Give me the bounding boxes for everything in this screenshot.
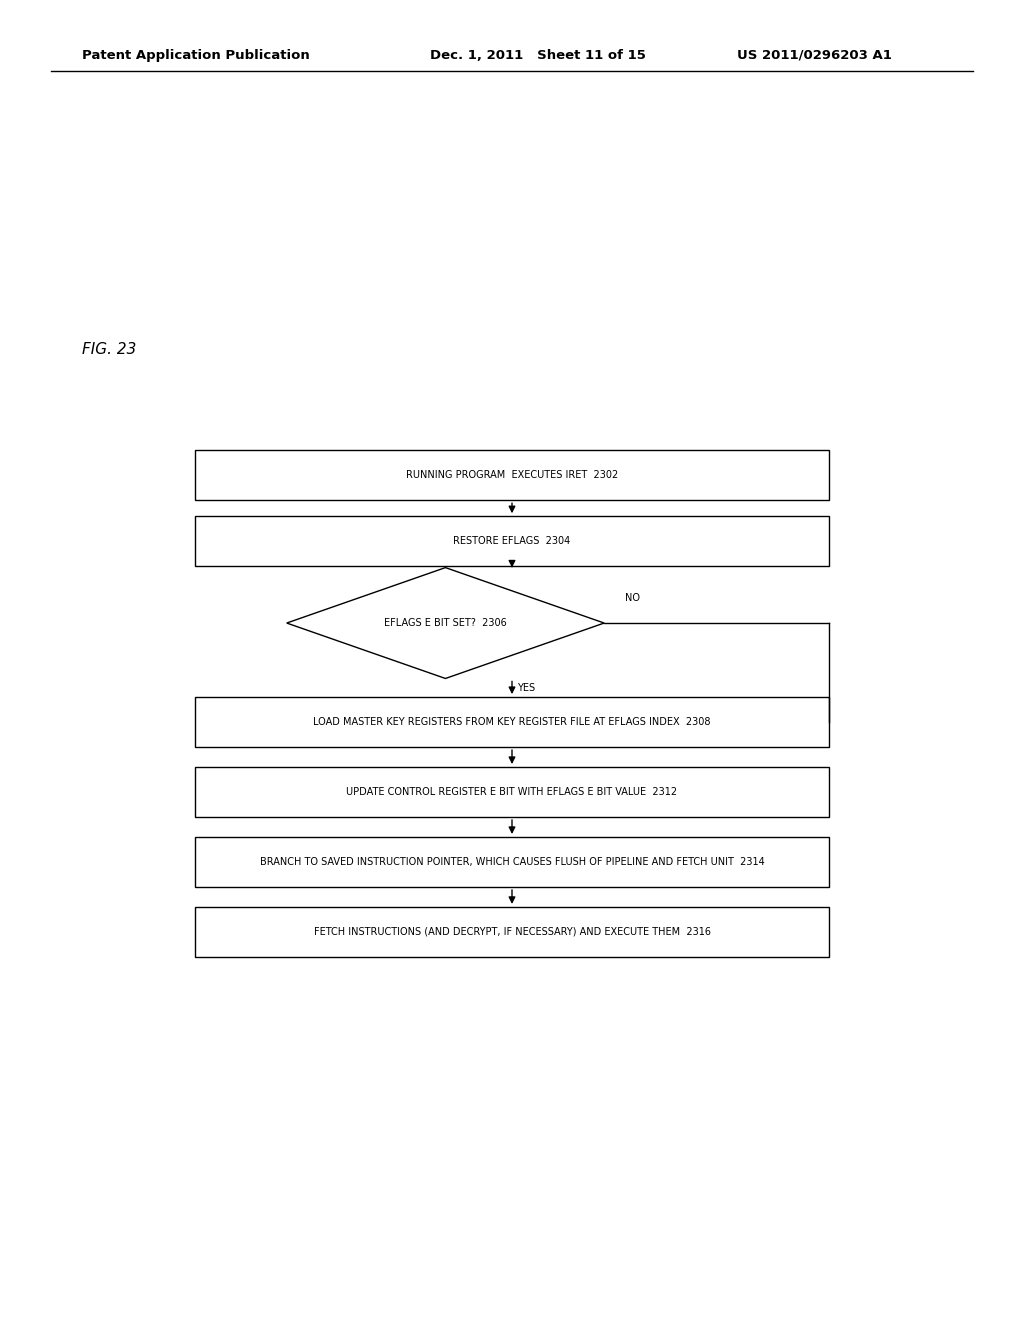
Bar (195, 907, 829, 957)
Text: YES: YES (517, 682, 536, 693)
Text: UPDATE CONTROL REGISTER E BIT WITH EFLAGS E BIT VALUE  2312: UPDATE CONTROL REGISTER E BIT WITH EFLAG… (346, 787, 678, 797)
Bar (195, 516, 829, 566)
Text: RUNNING PROGRAM  EXECUTES IRET  2302: RUNNING PROGRAM EXECUTES IRET 2302 (406, 470, 618, 480)
Text: NO: NO (625, 593, 640, 603)
Bar (195, 450, 829, 500)
Text: US 2011/0296203 A1: US 2011/0296203 A1 (737, 49, 892, 62)
Text: BRANCH TO SAVED INSTRUCTION POINTER, WHICH CAUSES FLUSH OF PIPELINE AND FETCH UN: BRANCH TO SAVED INSTRUCTION POINTER, WHI… (260, 857, 764, 867)
Text: FIG. 23: FIG. 23 (82, 342, 136, 358)
Text: EFLAGS E BIT SET?  2306: EFLAGS E BIT SET? 2306 (384, 618, 507, 628)
Text: LOAD MASTER KEY REGISTERS FROM KEY REGISTER FILE AT EFLAGS INDEX  2308: LOAD MASTER KEY REGISTERS FROM KEY REGIS… (313, 717, 711, 727)
Text: RESTORE EFLAGS  2304: RESTORE EFLAGS 2304 (454, 536, 570, 546)
Polygon shape (287, 568, 604, 678)
Bar (195, 697, 829, 747)
Text: Patent Application Publication: Patent Application Publication (82, 49, 309, 62)
Text: FETCH INSTRUCTIONS (AND DECRYPT, IF NECESSARY) AND EXECUTE THEM  2316: FETCH INSTRUCTIONS (AND DECRYPT, IF NECE… (313, 927, 711, 937)
Bar (195, 837, 829, 887)
Text: Dec. 1, 2011   Sheet 11 of 15: Dec. 1, 2011 Sheet 11 of 15 (430, 49, 646, 62)
Bar (195, 767, 829, 817)
